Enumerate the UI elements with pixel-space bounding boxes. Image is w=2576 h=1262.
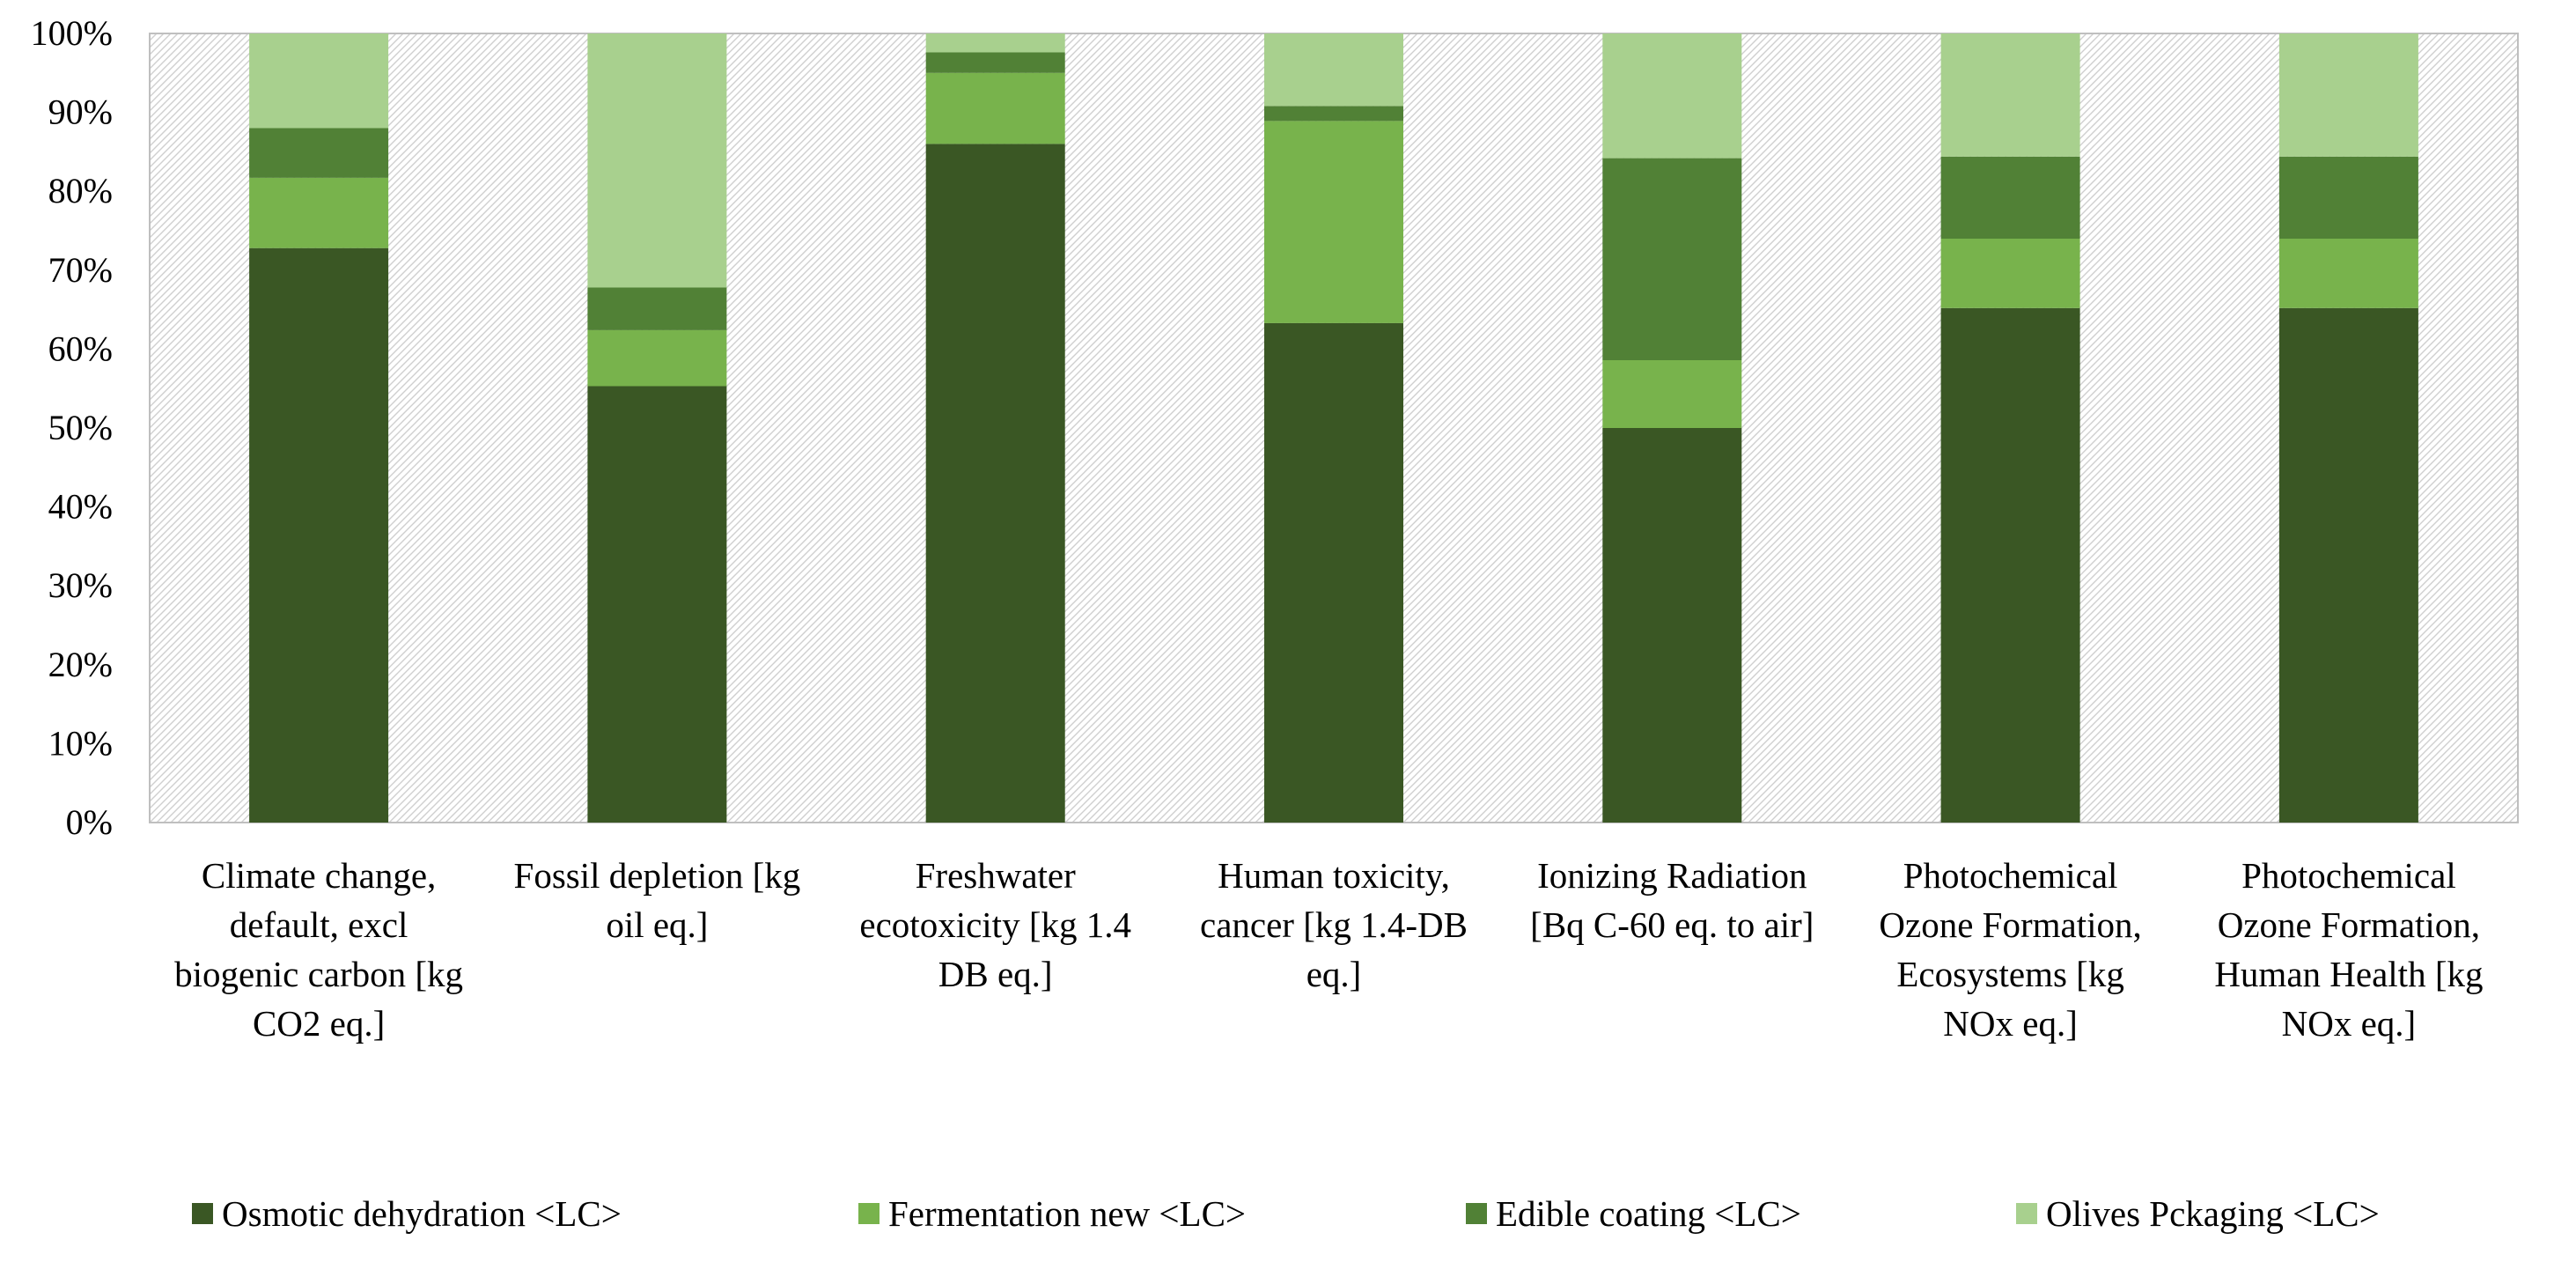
bar-segment-fermentation bbox=[1264, 121, 1403, 323]
bar-segment-osmotic bbox=[1602, 428, 1742, 823]
bar-segment-edible bbox=[925, 52, 1065, 73]
bar-segment-edible bbox=[1940, 156, 2080, 239]
bar-segment-edible bbox=[249, 128, 389, 178]
x-category-label: Climate change, bbox=[202, 855, 436, 896]
x-category-label: Human toxicity, bbox=[1218, 855, 1450, 896]
x-category-label: Fossil depletion [kg bbox=[514, 855, 801, 896]
y-tick-label: 20% bbox=[48, 645, 113, 684]
y-axis: 0% 10% 20% 30% 40% 50% 60% 70% 80% 90% 100% bbox=[31, 13, 113, 842]
bar-segment-olives bbox=[249, 33, 389, 129]
legend-label: Fermentation new <LC> bbox=[888, 1193, 1246, 1234]
y-tick-label: 40% bbox=[48, 487, 113, 527]
bar-segment-fermentation bbox=[1602, 359, 1742, 428]
bar-segment-edible bbox=[587, 287, 727, 330]
x-category-label: oil eq.] bbox=[606, 904, 708, 945]
x-category-label: Photochemical bbox=[2241, 855, 2456, 896]
bar-segment-olives bbox=[1602, 33, 1742, 159]
x-category-label: Human Health [kg bbox=[2214, 954, 2483, 994]
bar-segment-osmotic bbox=[587, 386, 727, 823]
x-axis-labels: Climate change, default, excl biogenic car… bbox=[174, 855, 2483, 1044]
y-tick-label: 100% bbox=[31, 13, 113, 53]
x-category-label: CO2 eq.] bbox=[253, 1003, 385, 1044]
x-category-label: Ozone Formation, bbox=[1879, 904, 2141, 945]
bar-segment-fermentation bbox=[2278, 239, 2418, 308]
y-tick-label: 90% bbox=[48, 92, 113, 132]
y-tick-label: 50% bbox=[48, 408, 113, 447]
bar-segment-fermentation bbox=[587, 329, 727, 387]
x-category-label: cancer [kg 1.4-DB bbox=[1200, 904, 1468, 945]
y-tick-label: 80% bbox=[48, 171, 113, 210]
legend-swatch bbox=[1466, 1203, 1487, 1224]
bar-segment-osmotic bbox=[1940, 307, 2080, 823]
bar-segment-fermentation bbox=[925, 72, 1065, 144]
bar-series-group bbox=[249, 33, 2418, 823]
y-tick-label: 10% bbox=[48, 723, 113, 763]
bar-segment-edible bbox=[1602, 158, 1742, 360]
x-category-label: DB eq.] bbox=[938, 954, 1053, 994]
bar-segment-osmotic bbox=[925, 144, 1065, 823]
legend: Osmotic dehydration <LC> Fermentation new… bbox=[192, 1193, 2380, 1234]
legend-label: Osmotic dehydration <LC> bbox=[222, 1193, 622, 1234]
bar-segment-osmotic bbox=[1264, 322, 1403, 823]
bar-segment-olives bbox=[925, 33, 1065, 53]
x-category-label: Ozone Formation, bbox=[2218, 904, 2480, 945]
bar-segment-fermentation bbox=[1940, 239, 2080, 308]
x-category-label: biogenic carbon [kg bbox=[174, 954, 463, 994]
bar-segment-fermentation bbox=[249, 178, 389, 248]
bar-segment-olives bbox=[1264, 33, 1403, 107]
bar-segment-edible bbox=[1264, 106, 1403, 122]
x-category-label: NOx eq.] bbox=[1943, 1003, 2078, 1044]
x-category-label: ecotoxicity [kg 1.4 bbox=[859, 904, 1131, 945]
y-tick-label: 30% bbox=[48, 565, 113, 605]
x-category-label: NOx eq.] bbox=[2282, 1003, 2417, 1044]
bar-segment-olives bbox=[1940, 33, 2080, 157]
bar-segment-olives bbox=[2278, 33, 2418, 157]
legend-swatch bbox=[858, 1203, 880, 1224]
x-category-label: Photochemical bbox=[1903, 855, 2118, 896]
bar-segment-osmotic bbox=[2278, 307, 2418, 823]
bar-segment-olives bbox=[587, 33, 727, 288]
bar-segment-osmotic bbox=[249, 247, 389, 823]
x-category-label: default, excl bbox=[230, 904, 408, 945]
legend-swatch bbox=[2016, 1203, 2037, 1224]
x-category-label: Ionizing Radiation bbox=[1537, 855, 1807, 896]
legend-swatch bbox=[192, 1203, 213, 1224]
x-category-label: Ecosystems [kg bbox=[1896, 954, 2124, 994]
y-tick-label: 0% bbox=[66, 802, 113, 842]
x-category-label: [Bq C-60 eq. to air] bbox=[1530, 904, 1814, 945]
x-category-label: Freshwater bbox=[916, 855, 1077, 896]
legend-label: Olives Pckaging <LC> bbox=[2046, 1193, 2380, 1234]
y-tick-label: 70% bbox=[48, 250, 113, 290]
x-category-label: eq.] bbox=[1306, 954, 1362, 994]
bar-segment-edible bbox=[2278, 156, 2418, 239]
y-tick-label: 60% bbox=[48, 328, 113, 368]
legend-label: Edible coating <LC> bbox=[1496, 1193, 1801, 1234]
